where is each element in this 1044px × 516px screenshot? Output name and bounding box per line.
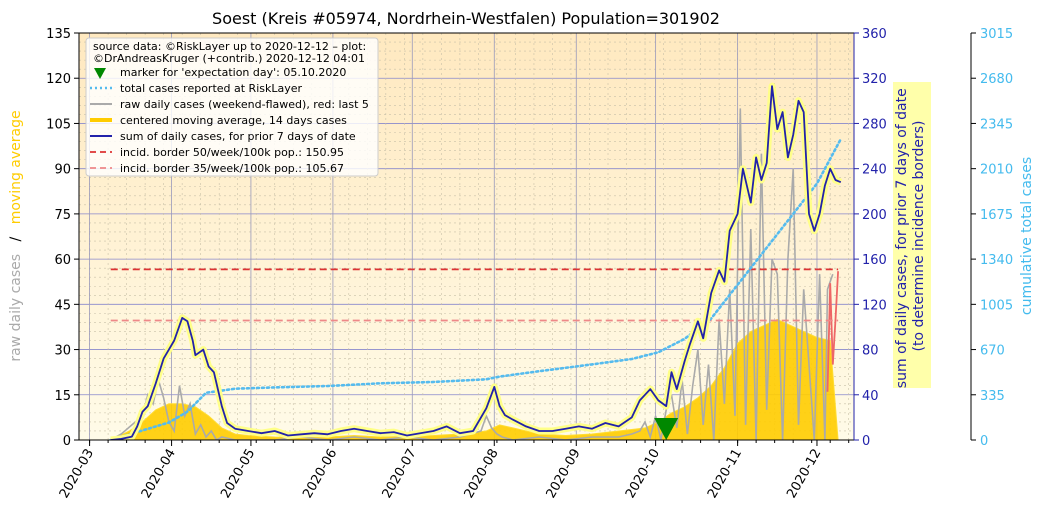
right-axis-2-tick-label: 2010 (980, 163, 1013, 178)
chart-title: Soest (Kreis #05974, Nordrhein-Westfalen… (212, 9, 720, 28)
left-axis-label-sep: / (8, 236, 24, 241)
x-axis-ticks: 2020-03 2020-04 2020-05 2020-06 2020-07 2020-… (57, 440, 850, 502)
right-axis-1-label-box (893, 82, 931, 388)
left-axis-label-raw: raw daily cases (8, 254, 24, 362)
left-axis-tick-label: 135 (46, 27, 71, 42)
left-axis-label: raw daily cases / moving average (8, 110, 24, 361)
x-axis-tick-label: 2020-11 (705, 447, 745, 502)
plot-area (109, 82, 843, 440)
legend-sum7-label: sum of daily cases, for prior 7 days of … (120, 130, 356, 143)
left-axis-tick-label: 120 (46, 72, 71, 87)
x-axis-tick-label: 2020-10 (623, 447, 663, 502)
x-axis-tick-label: 2020-06 (300, 447, 340, 502)
right-axis-1-tick-label: 80 (862, 344, 879, 359)
right-axis-2-label: cumulative total cases (1019, 157, 1035, 315)
x-axis-tick-label: 2020-04 (139, 447, 179, 502)
right-axis-1-label: sum of daily cases, for prior 7 days of … (894, 84, 927, 388)
left-axis-label-ma: moving average (8, 110, 24, 224)
left-axis-ticks: 0 15 30 45 60 75 90 105 120 135 (46, 27, 79, 449)
right-axis-2-tick-label: 335 (980, 389, 1005, 404)
right-axis-2-tick-label: 0 (980, 434, 988, 449)
right-axis-2-tick-label: 3015 (980, 27, 1013, 42)
x-axis-tick-label: 2020-07 (380, 447, 420, 502)
left-axis-tick-label: 105 (46, 117, 71, 132)
raw-daily-cases-line (110, 108, 834, 440)
left-axis-tick-label: 30 (54, 344, 71, 359)
left-axis-tick-label: 45 (54, 298, 71, 313)
legend-border50-label: incid. border 50/week/100k pop.: 150.95 (120, 146, 344, 159)
legend-ma-label: centered moving average, 14 days cases (120, 114, 347, 127)
right-axis-1-label-line2: (to determine incidence borders) (911, 121, 927, 352)
right-axis-2-tick-label: 1340 (980, 253, 1013, 268)
left-axis-tick-label: 90 (54, 163, 71, 178)
legend-marker-label: marker for 'expectation day': 05.10.2020 (120, 66, 346, 79)
right-axis-1-tick-label: 120 (862, 298, 887, 313)
cumulative-cases-line (109, 137, 843, 440)
right-axis-2-tick-label: 2680 (980, 72, 1013, 87)
legend-border35-label: incid. border 35/week/100k pop.: 105.67 (120, 162, 344, 175)
right-axis-1-tick-label: 320 (862, 72, 887, 87)
x-axis-tick-label: 2020-12 (784, 447, 824, 502)
legend: source data: ©RiskLayer up to 2020-12-12… (85, 37, 379, 177)
right-axis-1-tick-label: 0 (862, 434, 870, 449)
right-axis-2-tick-label: 2345 (980, 117, 1013, 132)
right-axis-1-tick-label: 160 (862, 253, 887, 268)
right-axis-2-tick-label: 670 (980, 344, 1005, 359)
right-axis-2-tick-label: 1675 (980, 208, 1013, 223)
left-axis-tick-label: 15 (54, 389, 71, 404)
sum7-line (110, 85, 842, 440)
legend-cumulative-label: total cases reported at RiskLayer (120, 82, 303, 95)
x-axis-tick-label: 2020-09 (544, 447, 584, 502)
right-axis-2-ticks: 0 335 670 1005 1340 1675 2010 2345 2680 3015 (970, 27, 1013, 449)
legend-source-line1: source data: ©RiskLayer up to 2020-12-12… (93, 40, 366, 53)
right-axis-1-label-line1: sum of daily cases, for prior 7 days of … (894, 88, 910, 388)
right-axis-1-tick-label: 240 (862, 163, 887, 178)
legend-source-line2: ©DrAndreasKruger (+contrib.) 2020-12-12 … (93, 52, 365, 65)
raw-daily-cases-last5-line (826, 271, 839, 392)
right-axis-1-tick-label: 360 (862, 27, 887, 42)
right-axis-2-tick-label: 1005 (980, 298, 1013, 313)
left-axis-tick-label: 75 (54, 208, 71, 223)
legend-box (85, 37, 379, 177)
expectation-day-marker (654, 418, 679, 440)
right-axis-1-tick-label: 200 (862, 208, 887, 223)
left-axis-tick-label: 0 (63, 434, 71, 449)
x-axis-tick-label: 2020-05 (218, 447, 258, 502)
legend-marker-icon (94, 68, 106, 79)
left-axis-tick-label: 60 (54, 253, 71, 268)
legend-raw-label: raw daily cases (weekend-flawed), red: l… (120, 98, 369, 111)
right-axis-1-tick-label: 280 (862, 117, 887, 132)
x-axis-tick-label: 2020-08 (462, 447, 502, 502)
right-axis-1-ticks: 0 40 80 120 160 200 240 280 320 360 (853, 27, 887, 449)
x-axis-tick-label: 2020-03 (57, 447, 97, 502)
right-axis-1-tick-label: 40 (862, 389, 879, 404)
